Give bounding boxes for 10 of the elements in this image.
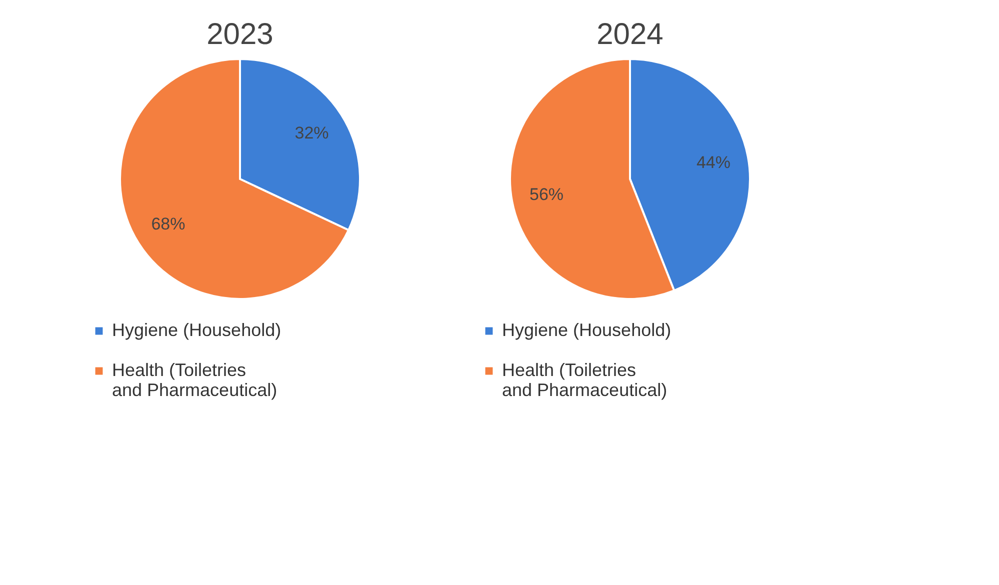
chart-title: 2023 bbox=[206, 18, 274, 51]
chart-title: 2024 bbox=[596, 18, 664, 51]
legend-label: Hygiene (Household) bbox=[112, 320, 282, 340]
legend-label: Health (Toiletries and Pharmaceutical) bbox=[502, 360, 668, 400]
data-label: 44% bbox=[696, 153, 731, 172]
legend-label: Health (Toiletries and Pharmaceutical) bbox=[112, 360, 278, 400]
data-label: 68% bbox=[151, 214, 186, 234]
legend-label: Hygiene (Household) bbox=[502, 320, 672, 340]
data-label: 56% bbox=[529, 184, 564, 204]
data-label: 32% bbox=[294, 123, 329, 142]
